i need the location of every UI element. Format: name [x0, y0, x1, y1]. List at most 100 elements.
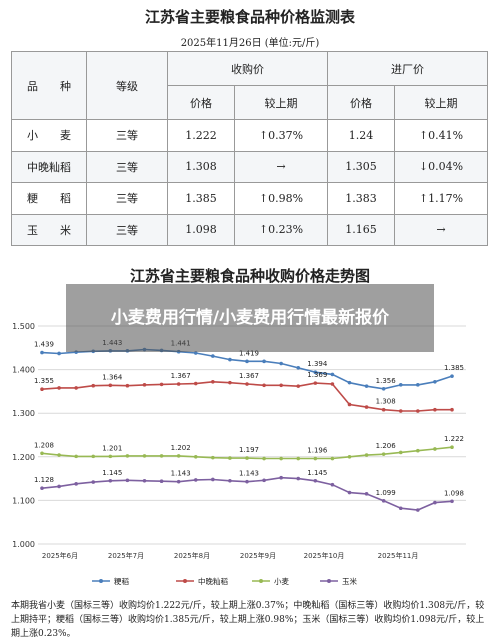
data-label: 1.098: [444, 489, 464, 497]
data-point: [364, 405, 369, 409]
header-grade: 等级: [86, 51, 168, 120]
data-point: [347, 380, 352, 385]
table-row: 中晚籼稻 三等 1.308 → 1.305 ↓0.04%: [11, 150, 489, 183]
data-point: [433, 447, 437, 451]
data-point: [416, 409, 420, 413]
price-table: 品 种 等级 收购价 进厂价 价格 较上期 价格 较上期 小 麦 三等 1.22…: [11, 51, 489, 246]
data-point: [450, 445, 454, 450]
cell-purchase-price: 1.385: [167, 182, 235, 215]
data-point: [330, 382, 335, 386]
x-tick-label: 2025年9月: [240, 551, 276, 560]
data-point: [296, 384, 301, 388]
summary-text: 本期我省小麦（国标三等）收购均价1.222元/斤，较上期上涨0.37%；中晚籼稻…: [11, 601, 485, 639]
series-line: [41, 380, 452, 412]
x-tick-label: 2025年11月: [378, 551, 419, 560]
y-tick-label: 1.200: [12, 453, 35, 462]
y-tick-label: 1.500: [12, 322, 35, 331]
data-label: 1.419: [239, 349, 259, 357]
cell-grade: 三等: [86, 213, 168, 246]
data-point: [176, 479, 181, 484]
cell-grade: 三等: [86, 119, 168, 152]
data-point: [193, 381, 198, 386]
report-date: 2025年11月26日 (单位:元/斤): [180, 38, 320, 49]
cell-wholesale-change: →: [393, 213, 489, 246]
data-point: [313, 381, 318, 385]
price-trend-chart: 1.500 1.400 1.300 1.200 1.100 1.000 2025年6月 202…: [12, 322, 466, 586]
data-point: [176, 382, 181, 386]
data-point: [176, 454, 181, 458]
data-point: [74, 482, 78, 486]
data-label: 1.385: [444, 364, 464, 372]
cell-wholesale-price: 1.165: [326, 213, 395, 246]
cell-purchase-price: 1.098: [167, 213, 235, 246]
data-label: 1.145: [307, 469, 327, 477]
legend-label: 粳稻: [114, 576, 129, 586]
header-variety: 品 种: [11, 51, 87, 120]
cell-variety: 粳 稻: [11, 182, 87, 215]
data-label: 1.208: [34, 441, 54, 449]
data-label: 1.367: [171, 372, 191, 380]
data-point: [313, 456, 318, 461]
legend-marker: [183, 579, 187, 583]
cell-purchase-price: 1.308: [167, 150, 235, 183]
data-point: [40, 387, 44, 392]
data-label: 1.355: [34, 377, 54, 385]
data-point: [313, 478, 318, 483]
data-point: [262, 456, 266, 461]
data-label: 1.145: [102, 469, 122, 477]
data-point: [40, 486, 44, 490]
cell-wholesale-price: 1.305: [326, 150, 395, 183]
data-point: [142, 383, 147, 387]
page-title: 江苏省主要粮食品种价格监测表: [144, 8, 355, 26]
data-point: [40, 350, 44, 355]
data-point: [381, 499, 386, 503]
x-tick-label: 2025年7月: [108, 551, 144, 560]
data-point: [364, 453, 369, 457]
data-point: [142, 478, 147, 483]
cell-wholesale-change: ↑1.17%: [393, 182, 489, 215]
data-point: [57, 351, 61, 356]
data-point: [381, 386, 386, 391]
legend-label: 中晚籼稻: [198, 576, 228, 586]
cell-wholesale-price: 1.24: [326, 119, 395, 152]
data-point: [228, 456, 232, 460]
data-point: [398, 409, 403, 413]
header-change: 较上期: [393, 85, 489, 120]
data-label: 1.308: [376, 398, 396, 406]
data-point: [245, 479, 249, 484]
header-purchase-price: 收购价: [167, 51, 328, 86]
x-tick-label: 2025年6月: [42, 551, 78, 560]
cell-grade: 三等: [86, 182, 168, 215]
data-label: 1.367: [239, 372, 259, 380]
legend-marker: [99, 579, 103, 583]
data-point: [159, 382, 164, 387]
cell-purchase-change: ↑0.37%: [233, 119, 328, 152]
data-point: [347, 490, 352, 495]
data-point: [125, 454, 130, 458]
data-point: [262, 359, 266, 364]
data-point: [245, 359, 249, 364]
data-point: [398, 383, 403, 387]
data-point: [450, 374, 454, 378]
data-point: [228, 357, 232, 362]
data-point: [211, 380, 215, 384]
data-point: [433, 500, 437, 505]
header-change: 较上期: [233, 85, 328, 120]
y-tick-label: 1.300: [12, 409, 35, 418]
data-point: [347, 402, 352, 407]
data-point: [296, 456, 301, 461]
data-point: [159, 454, 164, 458]
data-point: [57, 453, 61, 457]
headline-overlay[interactable]: 小麦费用行情/小麦费用行情最新报价: [66, 284, 434, 352]
data-point: [245, 382, 249, 386]
data-point: [433, 380, 437, 384]
data-point: [91, 454, 96, 459]
header-price: 价格: [167, 85, 235, 120]
data-point: [416, 508, 420, 512]
data-point: [279, 361, 283, 366]
cell-wholesale-price: 1.383: [326, 182, 395, 215]
data-point: [125, 478, 130, 483]
data-point: [125, 383, 130, 388]
data-point: [330, 482, 335, 487]
data-point: [211, 477, 215, 482]
